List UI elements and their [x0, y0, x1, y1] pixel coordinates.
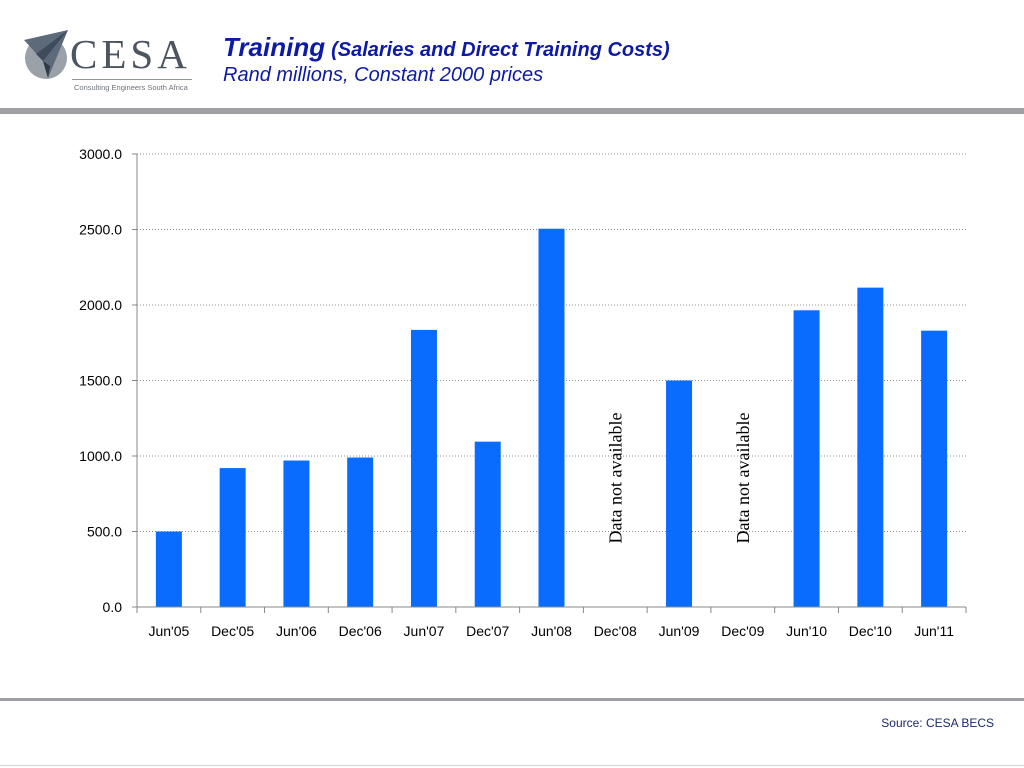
y-tick-label: 0.0: [103, 599, 123, 615]
y-tick-label: 1500.0: [79, 373, 122, 389]
bar: [857, 287, 884, 607]
x-tick-label: Dec'05: [211, 623, 254, 639]
paper-plane-logo-icon: [24, 30, 68, 79]
bar: [347, 457, 374, 607]
bar: [155, 531, 182, 607]
y-tick-label: 2500.0: [79, 222, 122, 238]
x-tick-label: Jun'06: [276, 623, 317, 639]
x-tick-label: Dec'09: [721, 623, 764, 639]
logo-wordmark: CESA: [70, 31, 191, 77]
bar: [283, 460, 310, 607]
footer-divider: [0, 698, 1024, 701]
x-tick-label: Dec'07: [466, 623, 509, 639]
x-tick-label: Jun'08: [531, 623, 572, 639]
data-not-available-annotation: Data not available: [733, 413, 753, 544]
bar: [474, 441, 501, 607]
labels: 0.0 500.0 1000.0 1500.0 2000.0 2500.0 3000.0 Ju…: [79, 146, 954, 639]
x-tick-label: Dec'06: [339, 623, 382, 639]
y-tick-label: 3000.0: [79, 146, 122, 162]
bar: [666, 380, 693, 607]
x-tick-label: Jun'05: [148, 623, 189, 639]
bar-chart: 0.0 500.0 1000.0 1500.0 2000.0 2500.0 3000.0 Ju…: [79, 146, 967, 639]
page-subtitle: Rand millions, Constant 2000 prices: [223, 64, 544, 86]
source-note: Source: CESA BECS: [881, 716, 994, 730]
axes: [132, 153, 967, 613]
logo-tagline: Consulting Engineers South Africa: [74, 83, 188, 92]
page-title-qualifier: (Salaries and Direct Training Costs): [331, 39, 670, 61]
bar: [538, 228, 565, 607]
x-tick-label: Dec'08: [594, 623, 637, 639]
x-tick-label: Jun'10: [786, 623, 827, 639]
x-tick-label: Jun'07: [404, 623, 445, 639]
bar: [219, 468, 246, 607]
x-tick-label: Dec'10: [849, 623, 892, 639]
cesa-logo: CESA Consulting Engineers South Africa: [22, 28, 202, 96]
title-line: Training (Salaries and Direct Training Co…: [223, 34, 670, 60]
title-block: Training (Salaries and Direct Training Co…: [223, 34, 670, 87]
x-tick-label: Jun'11: [914, 623, 954, 639]
bar: [410, 329, 437, 607]
y-tick-label: 500.0: [87, 524, 122, 540]
x-tick-label: Jun'09: [659, 623, 700, 639]
y-tick-label: 2000.0: [79, 297, 122, 313]
footer-line: [0, 765, 1024, 766]
bars: [155, 228, 948, 607]
logo-rule: [72, 79, 192, 80]
y-tick-label: 1000.0: [79, 448, 122, 464]
page-title: Training: [223, 32, 326, 62]
bar: [921, 330, 948, 607]
data-not-available-annotation: Data not available: [605, 413, 625, 544]
bar: [793, 310, 820, 607]
header-divider: [0, 108, 1024, 114]
